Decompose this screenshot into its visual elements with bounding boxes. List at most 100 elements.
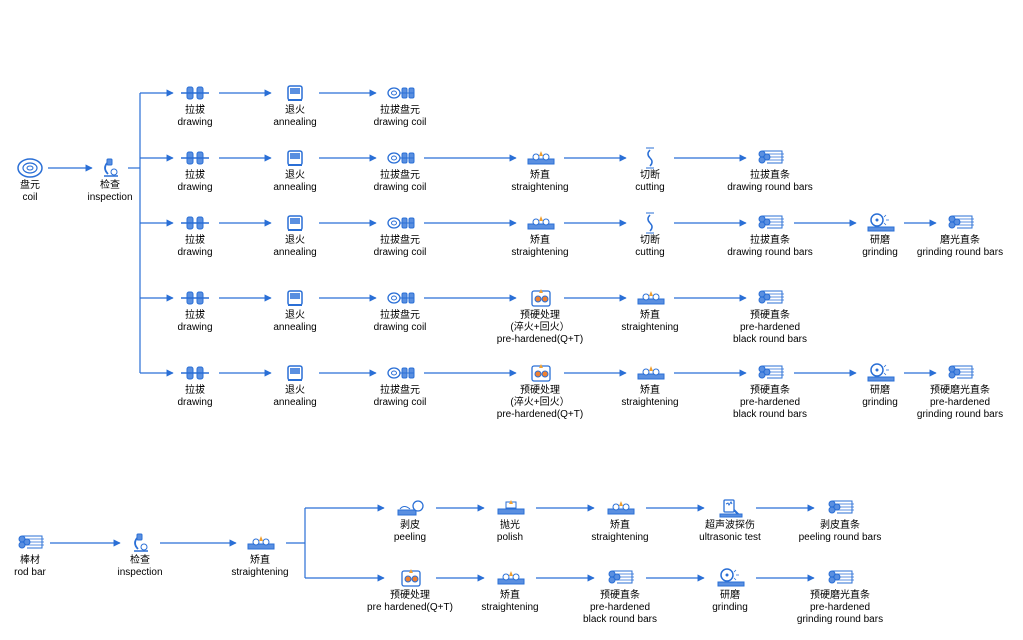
step-label-en: pre-hardened [785,602,895,614]
drawcoil-icon [388,218,414,228]
step-label-cn: 研磨 [675,590,785,602]
step-label-en: straightening [595,397,705,409]
process-step: 退火annealing [240,310,350,334]
step-label-en: cutting [595,247,705,259]
ultrasonic-icon [720,500,742,517]
process-step: 磨光直条grinding round bars [905,235,1015,259]
anneal-icon [288,86,302,100]
step-label-en2: pre-hardened(Q+T) [485,334,595,346]
step-label-en: straightening [205,567,315,579]
process-step: 拉拔drawing [140,310,250,334]
step-label-cn: 退火 [240,235,350,247]
step-label-en: grinding round bars [905,247,1015,259]
step-label-cn: 拉拔 [140,235,250,247]
process-step: 拉拔drawing [140,235,250,259]
step-label-en2: grinding round bars [905,409,1015,421]
process-step: 预硬处理(淬火+回火）pre-hardened(Q+T) [485,385,595,421]
step-label-en: cutting [595,182,705,194]
process-step: 矫直straightening [565,520,675,544]
step-label-en: straightening [485,247,595,259]
step-label-cn: 拉拔 [140,170,250,182]
straighten-icon [528,151,554,164]
grind-icon [718,569,744,586]
process-flowchart: 盘元coil检查inspection拉拔drawing退火annealing拉拔… [10,10,1013,630]
process-step: 拉拔盘元drawing coil [345,310,455,334]
step-label-en: pre-hardened [715,397,825,409]
drawcoil-icon [388,293,414,303]
anneal-icon [288,151,302,165]
step-label-cn: 拉拔盘元 [345,235,455,247]
drawcoil-icon [388,88,414,98]
process-step: 拉拔drawing [140,170,250,194]
process-step: 切断cutting [595,170,705,194]
step-label-en: drawing coil [345,247,455,259]
straighten-icon [498,571,524,584]
process-step: 矫直straightening [485,170,595,194]
process-step: 退火annealing [240,105,350,129]
step-label-cn: 矫直 [205,555,315,567]
process-step: 检查inspection [85,555,195,579]
step-label-cn: 抛光 [455,520,565,532]
process-step: 剥皮peeling [355,520,465,544]
bars-icon [829,571,854,583]
step-label-en: rod bar [0,567,85,579]
bars-icon [949,366,974,378]
process-step: 矫直straightening [595,310,705,334]
furnace-icon [402,569,420,586]
step-label-cn: 拉拔直条 [715,170,825,182]
step-label-en: drawing coil [345,117,455,129]
step-label-en: pre-hardened [565,602,675,614]
step-label-en: straightening [595,322,705,334]
bars-icon [759,366,784,378]
process-step: 拉拔drawing [140,385,250,409]
step-label-cn: 拉拔盘元 [345,170,455,182]
process-step: 预硬磨光直条pre-hardenedgrinding round bars [785,590,895,626]
step-label-en: (淬火+回火） [485,397,595,409]
drawcoil-icon [388,153,414,163]
process-step: 退火annealing [240,385,350,409]
step-label-cn: 拉拔盘元 [345,310,455,322]
step-label-en2: black round bars [715,409,825,421]
step-label-cn: 退火 [240,105,350,117]
anneal-icon [288,366,302,380]
step-label-en: annealing [240,182,350,194]
step-label-cn: 切断 [595,235,705,247]
polish-icon [498,500,524,514]
step-label-en: drawing [140,322,250,334]
process-step: 超声波探伤ultrasonic test [675,520,785,544]
step-label-en: annealing [240,247,350,259]
process-step: 拉拔盘元drawing coil [345,235,455,259]
step-label-cn: 超声波探伤 [675,520,785,532]
bars-icon [759,151,784,163]
draw-icon [181,367,209,379]
straighten-icon [638,366,664,379]
process-step: 预硬直条pre-hardenedblack round bars [715,310,825,346]
step-label-en: pre-hardened [905,397,1015,409]
process-step: 预硬磨光直条pre-hardenedgrinding round bars [905,385,1015,421]
straighten-icon [638,291,664,304]
step-label-cn: 磨光直条 [905,235,1015,247]
step-label-cn: 预硬直条 [715,310,825,322]
coil-icon [18,159,42,177]
draw-icon [181,152,209,164]
step-label-en: drawing [140,397,250,409]
step-label-en: polish [455,532,565,544]
step-label-cn: 预硬直条 [565,590,675,602]
step-label-cn: 剥皮 [355,520,465,532]
step-label-cn: 拉拔直条 [715,235,825,247]
cut-icon [646,148,654,168]
step-label-cn: 拉拔盘元 [345,105,455,117]
step-label-cn: 检查 [85,555,195,567]
process-step: 退火annealing [240,170,350,194]
step-label-cn: 剥皮直条 [785,520,895,532]
step-label-en: grinding [675,602,785,614]
step-label-en: peeling [355,532,465,544]
step-label-cn: 预硬磨光直条 [785,590,895,602]
step-label-en: pre-hardened [715,322,825,334]
microscope-icon [104,159,118,176]
anneal-icon [288,216,302,230]
process-step: 退火annealing [240,235,350,259]
step-label-en: annealing [240,322,350,334]
draw-icon [181,292,209,304]
step-label-cn: 拉拔盘元 [345,385,455,397]
